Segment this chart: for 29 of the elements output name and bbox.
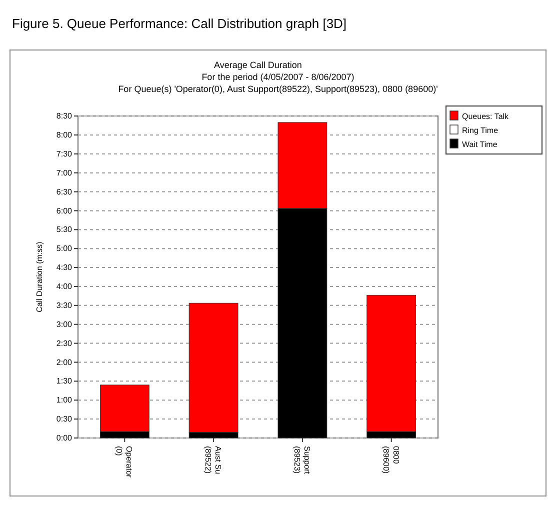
- y-tick-label: 0:00: [56, 434, 73, 443]
- y-tick-label: 3:30: [56, 300, 73, 310]
- y-tick-label: 7:00: [56, 168, 73, 178]
- y-tick-label: 6:00: [56, 206, 73, 216]
- chart-subtitle: For the period (4/05/2007 - 8/06/2007) For Queue(s) 'Operator(0), Aust Support(89522), Support(89523), 0800 (89600)': [118, 72, 438, 94]
- y-tick-label: 6:30: [56, 187, 73, 196]
- x-tick-label: 0800 (89600): [381, 446, 400, 474]
- y-tick-label: 8:00: [56, 130, 73, 140]
- y-tick-label: 2:30: [56, 338, 73, 348]
- y-tick-label: 5:00: [56, 244, 73, 254]
- y-tick-label: 4:00: [56, 282, 73, 292]
- y-tick-label: 3:00: [56, 320, 73, 329]
- x-tick-label: Support (89523): [292, 446, 312, 475]
- legend-label: Ring Time: [462, 126, 499, 135]
- x-tick-label: Aust Su (89522): [204, 446, 223, 474]
- y-tick-label: 0:30: [56, 414, 73, 424]
- caption: Figure 5. Queue Performance: Call Distribution graph [3D]: [12, 16, 347, 31]
- y-tick-label: 4:30: [56, 263, 73, 272]
- y-tick-label: 8:30: [56, 112, 73, 121]
- chart-title: Average Call Duration: [214, 60, 302, 70]
- y-tick-label: 1:30: [56, 376, 73, 386]
- x-tick-label: Operator (0): [114, 446, 134, 478]
- y-tick-label: 7:30: [56, 149, 73, 158]
- y-tick-label: 5:30: [56, 225, 73, 234]
- y-axis-title: Call Duration (m:ss): [35, 241, 44, 312]
- y-tick-label: 2:00: [56, 358, 73, 367]
- legend-label: Wait Time: [462, 140, 498, 149]
- y-tick-label: 1:00: [56, 396, 73, 405]
- legend-label: Queues: Talk: [462, 112, 510, 121]
